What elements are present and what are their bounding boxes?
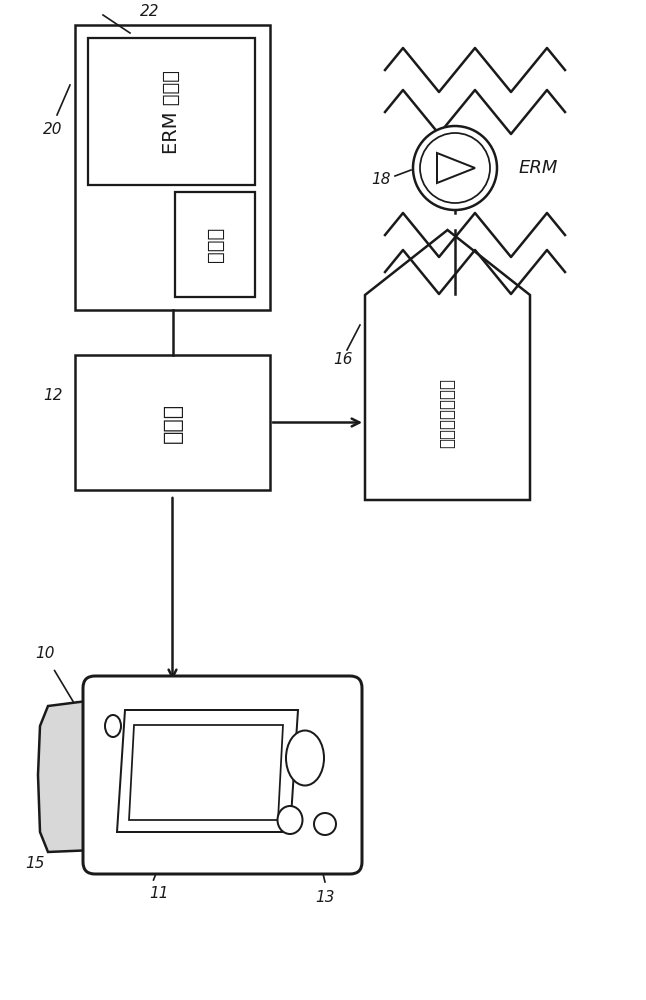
Ellipse shape (278, 806, 302, 834)
FancyBboxPatch shape (83, 676, 362, 874)
FancyBboxPatch shape (175, 192, 255, 297)
Text: 18: 18 (371, 172, 391, 188)
Ellipse shape (286, 730, 324, 786)
Text: 存儲器: 存儲器 (205, 227, 225, 262)
Circle shape (413, 126, 497, 210)
FancyBboxPatch shape (75, 355, 270, 490)
Text: ERM 驅動器: ERM 驅動器 (162, 70, 181, 153)
Polygon shape (129, 725, 283, 820)
FancyBboxPatch shape (75, 25, 270, 310)
Text: 11: 11 (149, 886, 168, 902)
Text: 13: 13 (315, 890, 335, 904)
Polygon shape (117, 710, 298, 832)
Text: ERM: ERM (519, 159, 558, 177)
Circle shape (420, 133, 490, 203)
Polygon shape (38, 700, 95, 852)
Ellipse shape (314, 813, 336, 835)
Polygon shape (437, 153, 475, 183)
Text: 20: 20 (43, 122, 63, 137)
Text: 22: 22 (140, 3, 160, 18)
FancyBboxPatch shape (88, 38, 255, 185)
Text: 15: 15 (25, 856, 45, 871)
Text: 處理器: 處理器 (163, 402, 183, 443)
Text: 致動器驅動電路: 致動器驅動電路 (439, 377, 457, 448)
Ellipse shape (105, 715, 121, 737)
Polygon shape (365, 230, 530, 500)
Text: 12: 12 (43, 387, 63, 402)
Text: 16: 16 (333, 353, 353, 367)
Text: 10: 10 (36, 646, 55, 660)
